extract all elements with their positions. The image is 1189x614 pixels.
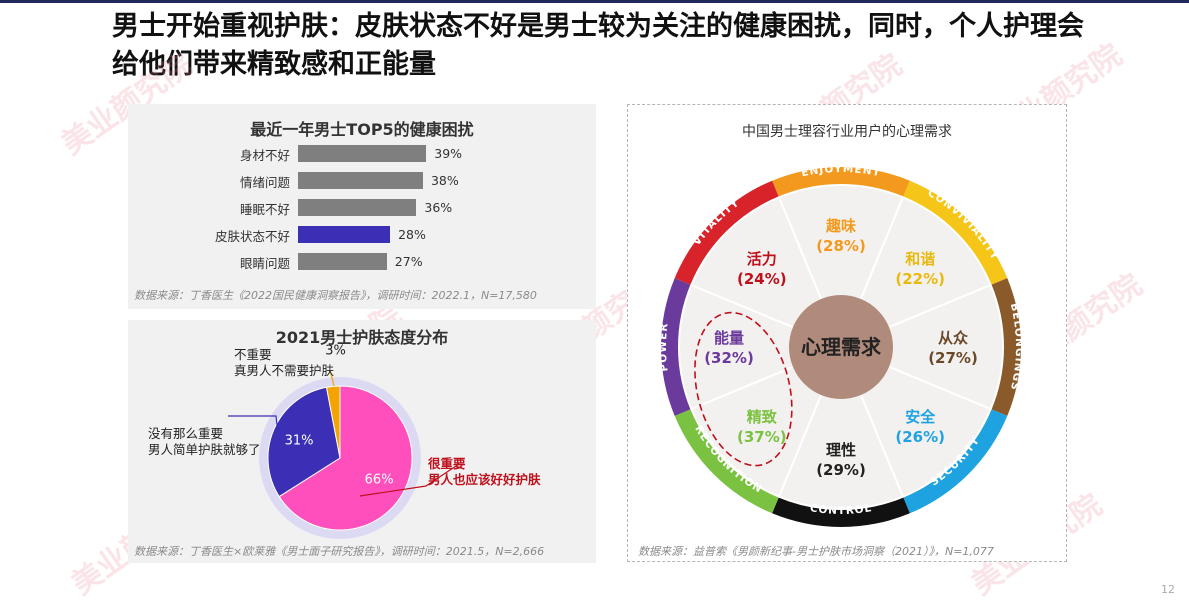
pie-value-label: 66% [365,473,394,488]
need-name: 和谐 [905,250,935,268]
wheel-ring-segment [902,408,1008,514]
wheel-inner-sector [777,344,905,510]
pie-leader-line [329,369,335,387]
wheel-ring-label: POWER [657,322,671,372]
bar [298,199,417,216]
pie-chart: 66% 31% 3% [228,343,457,539]
pie-slice [267,386,341,498]
wheel-inner-sector [839,345,992,498]
need-value: (24%) [737,270,787,288]
bar-value-label: 27% [394,254,423,269]
need-name: 活力 [747,250,777,268]
need-name: 能量 [714,329,744,347]
wheel-center-label: 心理需求 [801,335,882,359]
bar-value-label: 39% [434,146,463,161]
pie-chart-title: 2021男士护肤态度分布 [275,328,449,347]
wheel-inner-sector [690,345,843,498]
need-value: (27%) [928,349,978,367]
label-not-important-line1: 不重要 [234,347,272,362]
pie-slice [278,385,413,531]
health-concerns-panel: 最近一年男士TOP5的健康困扰 身材不好 39% 情绪问题 38% 睡眠不好 36% 皮肤状… [128,104,596,309]
need-name: 趣味 [825,217,856,235]
need-name: 精致 [747,408,778,426]
wheel-inner-sector [690,196,843,349]
bar [298,145,427,162]
need-name: 从众 [938,329,968,347]
skincare-attitude-panel: 2021男士护肤态度分布 66% 31% 3% 不重要 真男人不需要护肤 没有那么重… [128,320,596,563]
label-very-important: 很重要 男人也应该好好护肤 [428,456,541,488]
wheel-ring-segment [772,167,910,198]
bar [298,172,423,189]
label-not-so-important-line1: 没有那么重要 [148,426,224,441]
bar-category-label: 情绪问题 [239,175,290,190]
page-title: 男士开始重视护肤：皮肤状态不好是男士较为关注的健康困扰，同时，个人护理会给他们带… [112,11,1084,80]
bar-category-label: 身材不好 [239,148,290,163]
label-not-important-line2: 真男人不需要护肤 [234,363,335,378]
pie-value-label: 31% [285,433,314,448]
wheel-inner-sector [777,184,905,350]
need-name: 理性 [826,441,856,459]
bar-category-label: 皮肤状态不好 [214,229,290,244]
label-not-so-important-line2: 男人简单护肤就够了 [148,442,261,457]
wheel-source-note: 数据来源：益普索《男颜新纪事-男士护肤市场洞察（2021）》，N=1,077 [638,545,994,558]
bar [298,226,391,243]
wheel-ring-label: BELONGINGS [1008,302,1025,392]
label-very-important-line1: 很重要 [428,456,466,471]
pie-leader-line [228,415,281,453]
label-very-important-line2: 男人也应该好好护肤 [428,472,541,487]
label-not-so-important: 没有那么重要 男人简单护肤就够了 [148,426,261,458]
wheel-center [789,295,893,399]
psychological-needs-panel: 中国男士理容行业用户的心理需求 ENJOYMENT 趣味 (28%) CONVIVIA… [627,104,1067,562]
wheel-inner-sector [839,196,992,349]
wheel-ring-segment [990,278,1021,416]
attitude-source-note: 数据来源：丁香医生×欧莱雅《男士面子研究报告》，调研时间：2021.5，N=2,… [134,545,545,558]
need-name: 安全 [905,408,936,426]
top-accent-line [0,0,1189,3]
wheel-ring-segment [902,180,1008,286]
bar-value-label: 38% [430,173,459,188]
wheel-inner-sector [838,283,1004,411]
bar-value-label: 28% [398,227,426,242]
need-value: (29%) [816,461,866,479]
wheel-ring-segment [661,278,692,416]
wheel-ring-segment [772,496,910,527]
wheel-ring-segment [674,180,780,286]
wheel-ring-label: ENJOYMENT [800,163,882,179]
need-value: (22%) [895,270,945,288]
pie-slice [325,385,341,459]
need-value: (26%) [895,428,945,446]
needs-wheel: ENJOYMENT趣味(28%)CONVIVIALITY和谐(22%)BELON… [657,163,1025,527]
bar-category-label: 眼睛问题 [239,256,290,271]
pie-leader-line [359,465,457,497]
wheel-title: 中国男士理容行业用户的心理需求 [742,124,952,140]
page-number: 12 [1161,583,1175,596]
health-source-note: 数据来源：丁香医生《2022国民健康洞察报告》，调研时间：2022.1，N=17… [134,289,537,302]
bar [298,253,387,270]
pie-value-label: 3% [325,343,346,358]
bar-category-label: 睡眠不好 [239,202,290,217]
bar-value-label: 36% [424,200,453,215]
wheel-ring-label: CONTROL [809,502,873,517]
need-value: (32%) [704,349,754,367]
label-not-important: 不重要 真男人不需要护肤 [234,347,334,379]
need-value: (28%) [816,237,866,255]
wheel-ring-segment [674,408,780,514]
bar-chart-title: 最近一年男士TOP5的健康困扰 [250,120,474,139]
need-value: (37%) [737,428,787,446]
